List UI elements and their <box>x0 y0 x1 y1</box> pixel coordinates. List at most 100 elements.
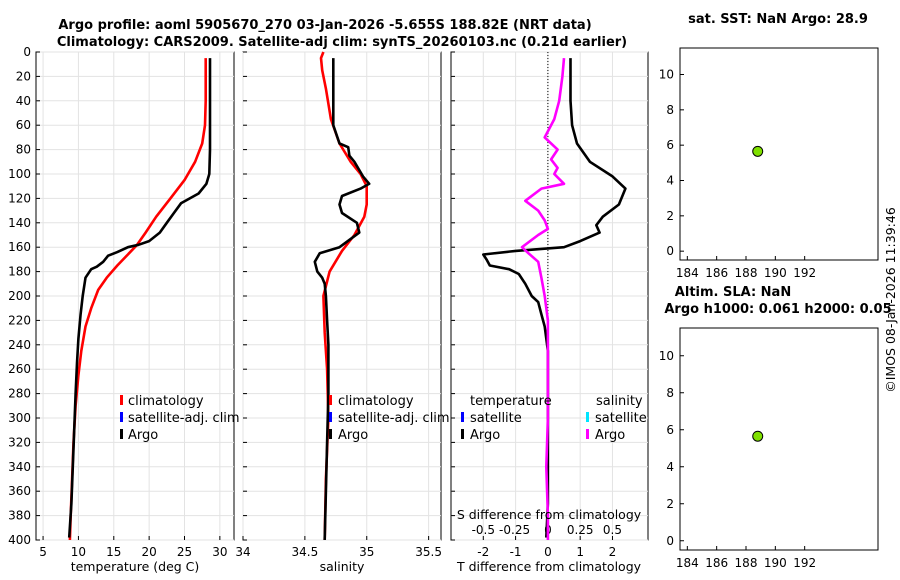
difference-xlabel-top: S difference from climatology <box>457 507 642 522</box>
y-tick-label: 10 <box>659 349 674 363</box>
sat-sst-title: sat. SST: NaN Argo: 28.9 <box>688 12 868 27</box>
y-tick-label: 10 <box>659 68 674 82</box>
salinity-legend: climatology satellite-adj. clim Argo <box>329 394 450 443</box>
depth-tick-label: 220 <box>8 313 31 327</box>
x-tick-label: 192 <box>793 266 816 280</box>
legend-swatch-argo <box>329 429 332 439</box>
depth-tick-label: 0 <box>23 45 31 59</box>
legend-swatch-satellite <box>329 412 332 422</box>
x-tick-label: 15 <box>106 545 121 559</box>
legend-title-temperature: temperature <box>470 394 552 409</box>
depth-tick-label: 100 <box>8 167 31 181</box>
data-point-marker <box>752 145 764 157</box>
legend-label-t-argo: Argo <box>470 428 500 443</box>
series-line-s-argo <box>520 57 566 540</box>
x-tick-label: 25 <box>177 545 192 559</box>
series-line-argo <box>313 58 371 541</box>
depth-tick-label: 160 <box>8 240 31 254</box>
series-line-climatology <box>319 51 369 541</box>
x-tick-label: 5 <box>39 545 47 559</box>
depth-tick-label: 280 <box>8 387 31 401</box>
depth-tick-label: 300 <box>8 411 31 425</box>
y-tick-label: 0 <box>666 534 674 548</box>
depth-tick-label: 380 <box>8 509 31 523</box>
legend-label-argo: Argo <box>128 428 158 443</box>
x-tick-label: 190 <box>764 266 787 280</box>
s-difference-tick-label: 0.25 <box>567 523 594 537</box>
salinity-panel: 34 34.5 35 35.5 <box>235 51 442 559</box>
depth-tick-label: 320 <box>8 435 31 449</box>
legend-label-satellite: satellite-adj. clim <box>338 411 450 426</box>
y-tick-label: 4 <box>666 460 674 474</box>
depth-tick-label: 140 <box>8 216 31 230</box>
s-difference-tick-label: -0.5 <box>472 523 495 537</box>
x-tick-label: 188 <box>735 266 758 280</box>
series-line-climatology <box>68 58 207 541</box>
legend-label-s-satellite: satellite <box>595 411 647 426</box>
series-line-t-argo <box>481 58 627 538</box>
altim-sla-axes-box <box>679 327 879 551</box>
copyright-stamp: ©IMOS 08-Jan-2026 11:39:46 <box>883 207 898 393</box>
legend-swatch-t-satellite <box>461 412 464 422</box>
x-tick-label: 190 <box>764 556 787 570</box>
y-tick-label: 8 <box>666 103 674 117</box>
difference-xlabel: T difference from climatology <box>456 559 642 574</box>
temperature-xlabel: temperature (deg C) <box>71 559 200 574</box>
legend-label-argo: Argo <box>338 428 368 443</box>
legend-label-climatology: climatology <box>128 394 204 409</box>
x-tick-label: 35.5 <box>415 545 442 559</box>
x-tick-label: 192 <box>793 556 816 570</box>
depth-tick-label: 120 <box>8 191 31 205</box>
legend-swatch-argo <box>120 429 123 439</box>
legend-swatch-climatology <box>120 395 123 405</box>
legend-swatch-t-argo <box>461 429 464 439</box>
x-tick-label: 34 <box>235 545 250 559</box>
x-tick-label: -2 <box>477 545 489 559</box>
y-tick-label: 2 <box>666 209 674 223</box>
s-difference-tick-label: 0.5 <box>603 523 622 537</box>
x-tick-label: 0 <box>544 545 552 559</box>
depth-tick-label: 200 <box>8 289 31 303</box>
altim-sla-title: Altim. SLA: NaN <box>675 285 791 300</box>
depth-tick-label: 260 <box>8 362 31 376</box>
x-tick-label: 188 <box>735 556 758 570</box>
x-tick-label: 34.5 <box>292 545 319 559</box>
y-tick-label: 8 <box>666 386 674 400</box>
difference-legend: temperature satellite Argo salinity sate… <box>461 394 647 443</box>
depth-tick-label: 340 <box>8 460 31 474</box>
legend-label-climatology: climatology <box>338 394 414 409</box>
y-tick-label: 6 <box>666 423 674 437</box>
legend-label-satellite: satellite-adj. clim <box>128 411 240 426</box>
legend-swatch-s-satellite <box>586 412 589 422</box>
legend-swatch-climatology <box>329 395 332 405</box>
y-tick-label: 6 <box>666 138 674 152</box>
altim-sla-subtitle: Argo h1000: 0.061 h2000: 0.05 <box>664 302 891 317</box>
legend-label-t-satellite: satellite <box>470 411 522 426</box>
y-tick-label: 4 <box>666 174 674 188</box>
x-tick-label: 184 <box>676 556 699 570</box>
data-point-marker <box>752 430 764 442</box>
difference-panel: -2 -1 0 1 2-0.5 -0.25 0 0.25 0.5 <box>450 51 649 559</box>
salinity-xlabel: salinity <box>320 559 365 574</box>
x-tick-label: 30 <box>212 545 227 559</box>
depth-tick-label: 180 <box>8 265 31 279</box>
x-tick-label: 184 <box>676 266 699 280</box>
x-tick-label: 35 <box>359 545 374 559</box>
altim-sla-panel: 184 186 188 190 192 0 2 4 6 8 10 <box>659 327 879 570</box>
depth-tick-label: 80 <box>16 143 31 157</box>
depth-tick-label: 20 <box>16 69 31 83</box>
y-tick-label: 0 <box>666 244 674 258</box>
depth-tick-label: 400 <box>8 533 31 547</box>
s-difference-tick-label: -0.25 <box>499 523 530 537</box>
x-tick-label: -1 <box>510 545 522 559</box>
y-tick-label: 2 <box>666 497 674 511</box>
x-tick-label: 1 <box>576 545 584 559</box>
x-tick-label: 10 <box>71 545 86 559</box>
legend-swatch-s-argo <box>586 429 589 439</box>
legend-label-s-argo: Argo <box>595 428 625 443</box>
x-tick-label: 2 <box>609 545 617 559</box>
temperature-legend: climatology satellite-adj. clim Argo <box>120 394 240 443</box>
x-tick-label: 186 <box>705 556 728 570</box>
depth-tick-label: 40 <box>16 94 31 108</box>
